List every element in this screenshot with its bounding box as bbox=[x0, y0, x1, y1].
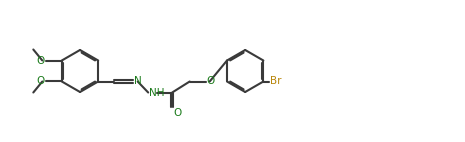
Text: O: O bbox=[173, 108, 181, 119]
Text: NH: NH bbox=[149, 87, 164, 98]
Text: N: N bbox=[133, 77, 141, 86]
Text: O: O bbox=[37, 77, 45, 86]
Text: Br: Br bbox=[270, 77, 281, 86]
Text: O: O bbox=[206, 77, 214, 86]
Text: O: O bbox=[37, 56, 45, 65]
